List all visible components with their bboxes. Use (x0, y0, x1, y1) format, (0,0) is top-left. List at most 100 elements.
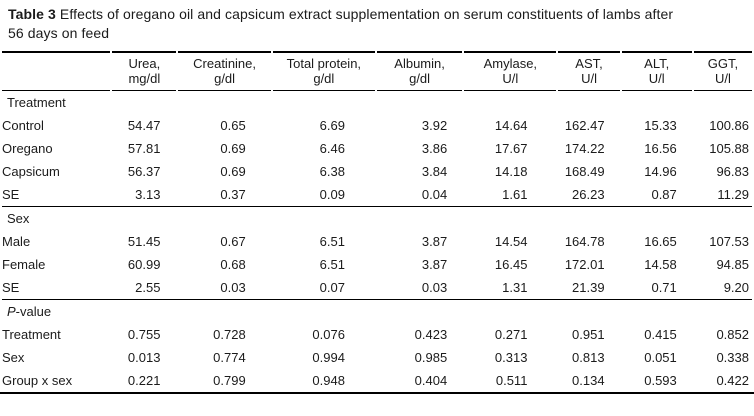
table-row: Control 54.47 0.65 6.69 3.92 14.64 162.47 15.33… (2, 114, 752, 137)
column-header-1: Urea, mg/dl (112, 51, 177, 91)
row-label: Capsicum (2, 164, 60, 179)
cell-value: 0.37 (220, 187, 246, 202)
table-caption-number: Table 3 (8, 6, 56, 22)
column-header-line1: Albumin, (394, 56, 445, 71)
column-header-6: AST, U/l (558, 51, 620, 91)
paper-table-figure: Table 3 Effects of oregano oil and capsi… (0, 5, 754, 394)
cell-value: 0.423 (414, 327, 448, 342)
cell-value: 3.84 (421, 164, 448, 179)
cell-value: 0.593 (644, 373, 677, 388)
cell-value: 54.47 (127, 118, 161, 133)
cell-value: 6.51 (319, 257, 345, 272)
cell-value: 15.33 (644, 118, 677, 133)
cell-value: 0.951 (572, 327, 605, 342)
cell-value: 164.78 (564, 234, 605, 249)
cell-value: 0.04 (421, 187, 448, 202)
cell-value: 21.39 (572, 280, 605, 295)
row-label: SE (2, 280, 20, 295)
table-row: Treatment 0.755 0.728 0.076 0.423 0.271 0.951 0… (2, 323, 752, 346)
cell-value: 0.03 (421, 280, 448, 295)
column-header-line1: Amylase, (483, 56, 538, 71)
cell-value: 3.87 (421, 234, 448, 249)
row-label: Control (2, 118, 44, 133)
cell-value: 0.755 (127, 327, 161, 342)
cell-value: 0.09 (319, 187, 345, 202)
cell-value: 14.18 (494, 164, 528, 179)
cell-value: 105.88 (709, 141, 749, 156)
table-row: Female 60.99 0.68 6.51 3.87 16.45 172.01 14.58 9… (2, 253, 752, 276)
cell-value: 100.86 (709, 118, 749, 133)
cell-value: 96.83 (716, 164, 749, 179)
cell-value: 0.67 (220, 234, 246, 249)
cell-value: 0.813 (572, 350, 605, 365)
column-header-7: ALT, U/l (621, 51, 692, 91)
cell-value: 162.47 (564, 118, 605, 133)
section-label: Treatment (2, 91, 752, 114)
table-caption-line2: 56 days on feed (8, 25, 110, 41)
section-label-part: Treatment (7, 95, 66, 110)
cell-value: 0.985 (414, 350, 448, 365)
table-caption-line1: Effects of oregano oil and capsicum extr… (59, 6, 674, 22)
section-label-part: P (7, 304, 16, 319)
column-header-line1: GGT, (707, 56, 739, 71)
cell-value: 0.415 (644, 327, 677, 342)
section-label: Sex (2, 206, 752, 230)
section-row: P-value (2, 299, 752, 323)
column-header-5: Amylase, U/l (464, 51, 557, 91)
table-caption: Table 3 Effects of oregano oil and capsi… (8, 5, 748, 43)
row-label: Oregano (2, 141, 53, 156)
cell-value: 0.134 (572, 373, 605, 388)
section-label: P-value (2, 299, 752, 323)
cell-value: 1.61 (502, 187, 528, 202)
column-header-line1: Urea, (128, 56, 161, 71)
column-header-line2: U/l (581, 71, 597, 86)
section-row: Sex (2, 206, 752, 230)
cell-value: 0.728 (213, 327, 246, 342)
cell-value: 0.71 (651, 280, 677, 295)
cell-value: 0.013 (127, 350, 161, 365)
cell-value: 0.87 (651, 187, 677, 202)
cell-value: 0.68 (220, 257, 246, 272)
table-row: SE 3.13 0.37 0.09 0.04 1.61 26.23 0.87 11.29 (2, 183, 752, 206)
cell-value: 0.051 (644, 350, 677, 365)
column-header-line1: Creatinine, (193, 56, 257, 71)
column-header-line2: g/dl (313, 71, 335, 86)
cell-value: 16.45 (494, 257, 528, 272)
cell-value: 0.221 (127, 373, 161, 388)
section-label-part: -value (15, 304, 52, 319)
cell-value: 172.01 (564, 257, 605, 272)
column-header-2: Creatinine, g/dl (178, 51, 271, 91)
cell-value: 6.51 (319, 234, 345, 249)
section-row: Treatment (2, 91, 752, 114)
cell-value: 14.54 (494, 234, 528, 249)
row-label: SE (2, 187, 20, 202)
cell-value: 60.99 (127, 257, 161, 272)
cell-value: 3.92 (421, 118, 448, 133)
cell-value: 0.799 (213, 373, 246, 388)
header-row: Urea, mg/dl Creatinine, g/dl Total protein, g… (2, 51, 752, 91)
header-cell-empty (2, 51, 111, 91)
section-label-part: Sex (7, 211, 30, 226)
column-header-line2: g/dl (409, 71, 431, 86)
cell-value: 3.87 (421, 257, 448, 272)
column-header-line1: AST, (575, 56, 603, 71)
cell-value: 9.20 (723, 280, 749, 295)
cell-value: 94.85 (716, 257, 749, 272)
data-table: Urea, mg/dl Creatinine, g/dl Total protein, g… (0, 51, 754, 394)
cell-value: 0.271 (494, 327, 528, 342)
cell-value: 14.96 (644, 164, 677, 179)
table-row: SE 2.55 0.03 0.07 0.03 1.31 21.39 0.71 9.20 (2, 276, 752, 299)
row-label: Sex (2, 350, 25, 365)
cell-value: 16.56 (644, 141, 677, 156)
cell-value: 0.07 (319, 280, 345, 295)
column-header-line1: ALT, (644, 56, 670, 71)
cell-value: 0.076 (312, 327, 345, 342)
cell-value: 1.31 (502, 280, 528, 295)
cell-value: 0.313 (494, 350, 528, 365)
cell-value: 0.404 (414, 373, 448, 388)
table-row: Sex 0.013 0.774 0.994 0.985 0.313 0.813 0.051 0.… (2, 346, 752, 369)
cell-value: 0.69 (220, 141, 246, 156)
table-row: Group x sex 0.221 0.799 0.948 0.404 0.511 0.13… (2, 369, 752, 392)
column-header-3: Total protein, g/dl (272, 51, 375, 91)
column-header-line1: Total protein, (286, 56, 362, 71)
